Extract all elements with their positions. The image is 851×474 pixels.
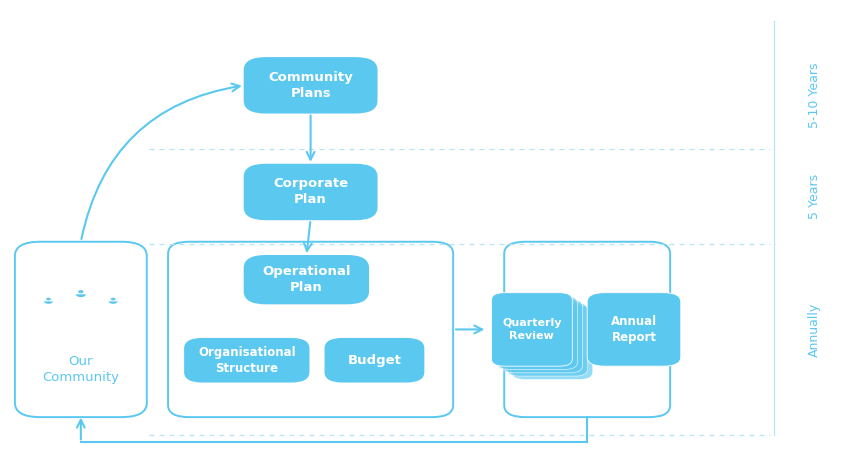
FancyBboxPatch shape: [245, 165, 376, 219]
Wedge shape: [76, 294, 86, 297]
FancyBboxPatch shape: [185, 339, 308, 382]
FancyBboxPatch shape: [168, 242, 453, 417]
Text: Our
Community: Our Community: [43, 355, 119, 384]
Circle shape: [46, 298, 51, 301]
Wedge shape: [109, 301, 117, 304]
FancyBboxPatch shape: [502, 300, 582, 373]
FancyBboxPatch shape: [245, 256, 368, 303]
Text: Annual
Report: Annual Report: [611, 315, 657, 344]
FancyBboxPatch shape: [587, 293, 681, 366]
Circle shape: [111, 298, 116, 301]
Text: Community
Plans: Community Plans: [268, 71, 353, 100]
Text: Corporate
Plan: Corporate Plan: [273, 177, 348, 207]
FancyBboxPatch shape: [512, 306, 592, 380]
Wedge shape: [44, 301, 53, 304]
FancyBboxPatch shape: [507, 303, 587, 376]
Text: 5-10 Years: 5-10 Years: [808, 62, 821, 128]
FancyBboxPatch shape: [325, 339, 424, 382]
Text: 5 Years: 5 Years: [808, 174, 821, 219]
FancyBboxPatch shape: [15, 242, 146, 417]
Text: Quarterly
Review: Quarterly Review: [502, 318, 562, 341]
Text: Organisational
Structure: Organisational Structure: [198, 346, 295, 375]
Text: Annually: Annually: [808, 302, 821, 356]
Text: Budget: Budget: [347, 354, 402, 367]
FancyBboxPatch shape: [245, 58, 376, 113]
FancyBboxPatch shape: [504, 242, 670, 417]
Text: Operational
Plan: Operational Plan: [262, 265, 351, 294]
FancyBboxPatch shape: [497, 296, 577, 370]
Circle shape: [78, 290, 83, 293]
FancyBboxPatch shape: [492, 293, 572, 366]
